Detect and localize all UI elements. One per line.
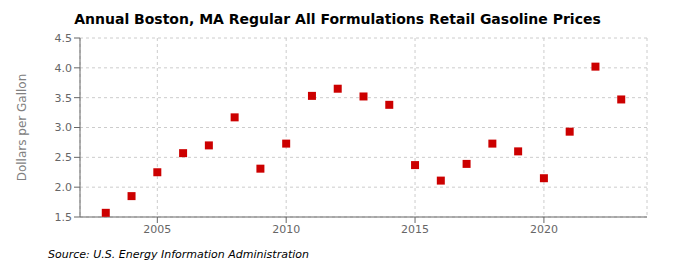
svg-text:4.0: 4.0 xyxy=(55,62,73,75)
svg-text:2020: 2020 xyxy=(530,223,558,236)
html-text:Annual Boston, MA Regular All: Annual Boston, MA Regular All Formulatio… xyxy=(74,11,601,27)
svg-text:2010: 2010 xyxy=(272,223,300,236)
svg-text:2.5: 2.5 xyxy=(55,151,73,164)
svg-text:4.5: 4.5 xyxy=(55,32,73,45)
svg-text:3.0: 3.0 xyxy=(55,121,73,134)
svg-text:3.5: 3.5 xyxy=(55,92,73,105)
html-text:Source: U.S. Energy Informatio: Source: U.S. Energy Information Administ… xyxy=(48,248,309,261)
svg-text:Dollars per Gallon: Dollars per Gallon xyxy=(15,74,29,182)
svg-text:2015: 2015 xyxy=(401,223,429,236)
svg-text:1.5: 1.5 xyxy=(55,211,73,224)
svg-text:2.0: 2.0 xyxy=(55,181,73,194)
svg-text:2005: 2005 xyxy=(143,223,171,236)
